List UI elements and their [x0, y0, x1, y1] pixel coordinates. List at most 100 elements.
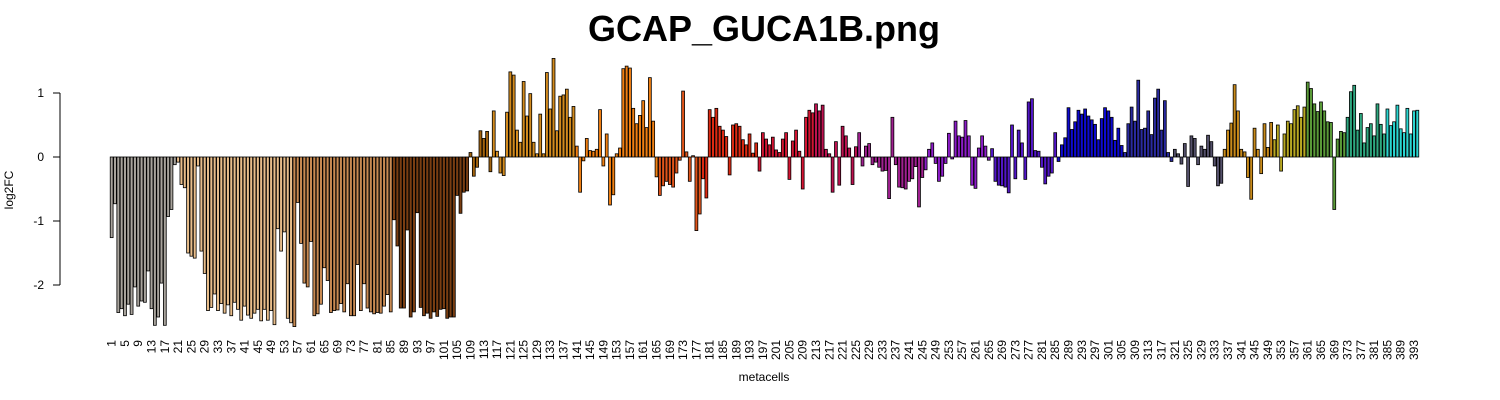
bar-metacell-257	[960, 136, 965, 158]
bar-metacell-179	[701, 156, 705, 180]
x-tick-label: 173	[676, 340, 690, 360]
bar-metacell-22	[179, 156, 184, 185]
bar-metacell-47	[262, 156, 267, 310]
x-tick-label: 5	[118, 340, 132, 347]
bar-metacell-191	[741, 139, 745, 158]
bar-metacell-221	[840, 125, 845, 158]
bar-metacell-338	[1229, 122, 1234, 158]
bar-metacell-79	[368, 156, 373, 313]
bar-metacell-349	[1266, 146, 1270, 158]
bar-metacell-271	[1006, 156, 1011, 194]
bar-metacell-200	[770, 136, 775, 158]
bar-metacell-21	[176, 156, 180, 163]
bar-metacell-226	[857, 132, 862, 158]
bar-metacell-75	[355, 156, 360, 265]
bar-metacell-369	[1332, 156, 1337, 210]
bar-metacell-100	[438, 156, 443, 310]
bar-metacell-321	[1172, 148, 1177, 158]
bar-metacell-307	[1126, 123, 1131, 158]
bar-metacell-254	[950, 156, 955, 160]
bar-metacell-142	[578, 156, 582, 193]
x-tick-label: 369	[1327, 340, 1341, 360]
bar-metacell-199	[767, 144, 772, 158]
bar-metacell-306	[1123, 152, 1127, 158]
bar-metacell-237	[893, 156, 898, 166]
x-tick-label: 41	[238, 340, 252, 354]
x-tick-label: 285	[1048, 340, 1062, 360]
bar-metacell-113	[481, 138, 486, 158]
x-tick-label: 389	[1394, 340, 1408, 360]
bar-metacell-339	[1232, 84, 1237, 158]
bar-metacell-296	[1089, 119, 1094, 158]
bar-metacell-258	[963, 120, 968, 158]
bar-metacell-283	[1046, 156, 1051, 177]
bar-metacell-122	[511, 74, 516, 158]
bar-metacell-354	[1282, 133, 1287, 158]
bar-metacell-66	[325, 156, 330, 281]
bar-metacell-206	[790, 140, 795, 158]
bar-metacell-323	[1179, 156, 1184, 165]
bar-metacell-195	[754, 142, 759, 158]
bar-metacell-279	[1033, 150, 1038, 158]
x-tick-label: 121	[503, 340, 517, 360]
x-tick-label: 337	[1221, 340, 1235, 360]
bar-metacell-155	[621, 68, 626, 158]
bar-metacell-111	[475, 156, 479, 168]
bar-metacell-31	[209, 156, 214, 308]
bar-metacell-253	[947, 132, 951, 158]
bar-metacell-68	[332, 156, 337, 312]
bar-metacell-375	[1352, 84, 1357, 158]
x-tick-label: 61	[304, 340, 318, 354]
bar-metacell-367	[1325, 121, 1330, 158]
bar-metacell-278	[1030, 98, 1034, 158]
bar-metacell-277	[1026, 101, 1031, 158]
x-tick-label: 65	[317, 340, 331, 354]
bar-metacell-26	[192, 156, 197, 259]
x-tick-label: 329	[1194, 340, 1208, 360]
bar-metacell-133	[548, 108, 553, 158]
bar-metacell-131	[541, 153, 546, 158]
x-tick-label: 269	[995, 340, 1009, 360]
bar-metacell-363	[1312, 103, 1317, 158]
bar-metacell-3	[116, 156, 121, 313]
bar-metacell-186	[724, 136, 729, 158]
bar-metacell-229	[867, 143, 871, 158]
bar-metacell-134	[551, 58, 556, 158]
bar-metacell-36	[226, 156, 230, 306]
bar-metacell-88	[398, 156, 403, 309]
bar-metacell-23	[182, 156, 187, 189]
bar-metacell-78	[365, 156, 370, 309]
bar-metacell-374	[1349, 91, 1353, 158]
bar-metacell-358	[1295, 105, 1300, 158]
bar-metacell-385	[1385, 108, 1390, 158]
bar-metacell-145	[588, 150, 592, 158]
x-tick-label: 141	[570, 340, 584, 360]
bar-metacell-360	[1302, 106, 1307, 158]
bar-metacell-328	[1196, 156, 1200, 166]
bar-metacell-92	[412, 156, 416, 313]
bar-metacell-127	[528, 93, 533, 158]
bar-metacell-223	[847, 147, 852, 158]
bar-metacell-52	[279, 156, 283, 252]
bar-metacell-276	[1023, 156, 1028, 180]
bar-metacell-167	[661, 156, 665, 187]
bar-metacell-233	[880, 156, 885, 172]
x-tick-label: 229	[862, 340, 876, 360]
bar-metacell-392	[1408, 133, 1413, 158]
bar-metacell-32	[212, 156, 217, 295]
bar-metacell-205	[787, 156, 792, 180]
bars-group	[109, 58, 1420, 328]
bar-metacell-197	[761, 132, 765, 158]
bar-metacell-8	[133, 156, 137, 288]
bar-metacell-302	[1109, 116, 1114, 158]
x-tick-label: 161	[636, 340, 650, 360]
bar-metacell-248	[930, 142, 935, 158]
bar-metacell-222	[844, 135, 848, 158]
bar-metacell-345	[1252, 127, 1257, 158]
bar-metacell-387	[1392, 121, 1396, 158]
x-tick-label: 9	[131, 340, 145, 347]
x-tick-label: 321	[1168, 340, 1182, 360]
y-axis: 1 0 -1 -2	[33, 86, 61, 292]
x-tick-label: 149	[596, 340, 610, 360]
